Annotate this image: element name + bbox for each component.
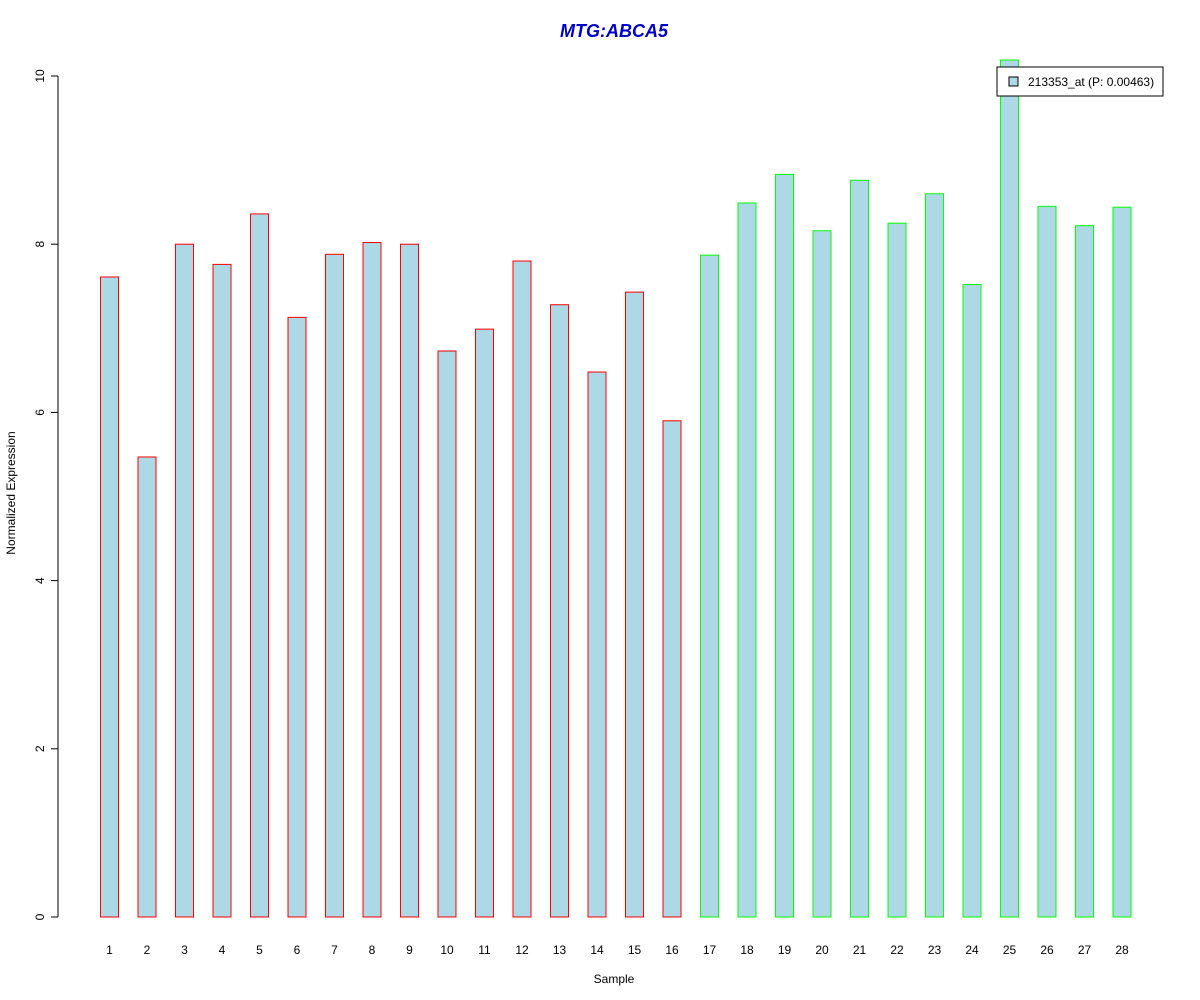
x-tick-label: 19	[778, 943, 792, 957]
legend: 213353_at (P: 0.00463)	[996, 66, 1164, 97]
x-tick-label: 15	[628, 943, 642, 957]
x-tick-label: 6	[294, 943, 301, 957]
legend-swatch	[1008, 76, 1019, 87]
y-tick-label: 0	[33, 913, 47, 920]
bar-sample-9	[400, 243, 419, 918]
x-tick-label: 23	[928, 943, 942, 957]
y-tick-label: 6	[33, 409, 47, 416]
bar-sample-28	[1112, 206, 1132, 918]
bar-sample-19	[775, 173, 794, 918]
x-tick-label: 13	[553, 943, 567, 957]
bar-sample-1	[100, 276, 119, 918]
bar-sample-20	[812, 230, 832, 918]
bars	[100, 59, 1132, 918]
y-tick-label: 2	[33, 745, 47, 752]
x-tick-label: 20	[815, 943, 829, 957]
y-tick-label: 4	[33, 577, 47, 584]
bar-sample-27	[1075, 225, 1094, 918]
x-tick-label: 5	[256, 943, 263, 957]
bar-sample-16	[662, 420, 682, 918]
x-tick-label: 21	[853, 943, 867, 957]
y-tick-label: 10	[33, 69, 47, 83]
x-tick-label: 12	[515, 943, 529, 957]
x-tick-label: 14	[590, 943, 604, 957]
x-tick-label: 1	[106, 943, 113, 957]
bar-sample-17	[700, 254, 719, 918]
bar-sample-23	[925, 193, 944, 918]
bar-sample-26	[1037, 205, 1057, 918]
y-tick-label: 8	[33, 241, 47, 248]
x-tick-labels: 1 2 3 4 5 6 7 8 9 10 11 12 13 14 15 16 17 18 19 20 21 22 23 24 2…	[106, 943, 1129, 957]
bar-sample-3	[175, 243, 194, 918]
bar-sample-8	[362, 242, 382, 918]
x-tick-label: 28	[1115, 943, 1129, 957]
bar-sample-5	[250, 213, 269, 918]
legend-label: 213353_at (P: 0.00463)	[1028, 75, 1154, 89]
bar-sample-14	[587, 371, 607, 918]
bar-sample-22	[887, 222, 907, 918]
x-tick-label: 9	[406, 943, 413, 957]
bar-sample-4	[212, 263, 232, 918]
bar-sample-11	[475, 328, 494, 918]
bar-sample-18	[737, 202, 757, 918]
bar-sample-21	[850, 179, 869, 918]
x-tick-label: 27	[1078, 943, 1092, 957]
x-tick-label: 26	[1040, 943, 1054, 957]
legend-box	[996, 66, 1164, 97]
x-tick-label: 4	[219, 943, 226, 957]
x-tick-label: 25	[1003, 943, 1017, 957]
x-tick-label: 18	[740, 943, 754, 957]
x-tick-label: 17	[703, 943, 717, 957]
y-axis: 0 2 4 6 8 10	[33, 69, 59, 920]
bar-sample-2	[137, 456, 157, 918]
x-tick-label: 16	[665, 943, 679, 957]
x-tick-label: 11	[478, 943, 491, 957]
bar-sample-6	[287, 316, 307, 918]
bar-sample-25	[1000, 59, 1019, 918]
x-tick-label: 7	[331, 943, 338, 957]
x-tick-label: 3	[181, 943, 188, 957]
x-tick-label: 8	[369, 943, 376, 957]
bar-sample-10	[437, 350, 457, 918]
x-tick-label: 22	[890, 943, 904, 957]
bar-sample-12	[512, 260, 532, 918]
x-tick-label: 10	[440, 943, 454, 957]
bar-sample-7	[325, 253, 344, 918]
chart-title: MTG:ABCA5	[560, 21, 669, 41]
x-tick-label: 24	[965, 943, 979, 957]
y-axis-title: Normalized Expression	[4, 431, 18, 554]
x-tick-label: 2	[144, 943, 151, 957]
bar-sample-13	[550, 304, 569, 918]
x-axis-title: Sample	[594, 972, 635, 986]
bar-sample-15	[625, 291, 644, 918]
bar-sample-24	[962, 284, 982, 918]
